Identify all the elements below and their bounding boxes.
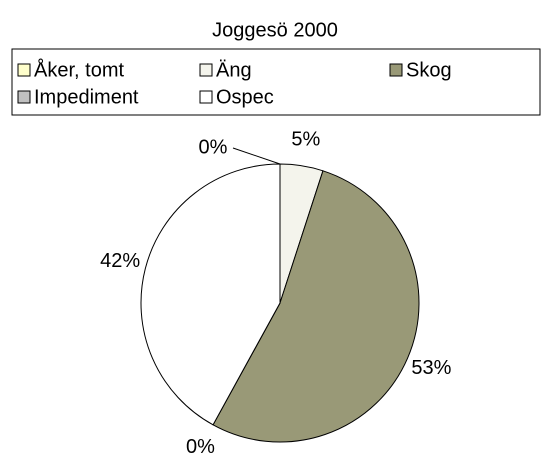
leader-line xyxy=(232,147,281,165)
legend-label: Åker, tomt xyxy=(34,58,124,81)
data-label: 53% xyxy=(411,357,451,379)
legend-label: Impediment xyxy=(34,86,139,108)
legend-box xyxy=(11,48,541,116)
data-label: 42% xyxy=(100,250,140,272)
data-label: 0% xyxy=(186,436,215,456)
legend-swatch xyxy=(199,90,213,104)
legend-swatch xyxy=(389,63,403,77)
legend-label: Äng xyxy=(216,59,252,81)
legend-label: Skog xyxy=(406,59,452,81)
data-label: 5% xyxy=(291,128,320,150)
data-label: 0% xyxy=(199,136,228,158)
legend-swatch xyxy=(199,63,213,77)
pie-slice xyxy=(140,163,281,426)
legend-swatch xyxy=(17,63,31,77)
legend-label: Ospec xyxy=(216,86,274,108)
chart-title: Joggesö 2000 xyxy=(212,19,338,41)
legend-swatch xyxy=(17,90,31,104)
pie-slice xyxy=(212,170,420,443)
